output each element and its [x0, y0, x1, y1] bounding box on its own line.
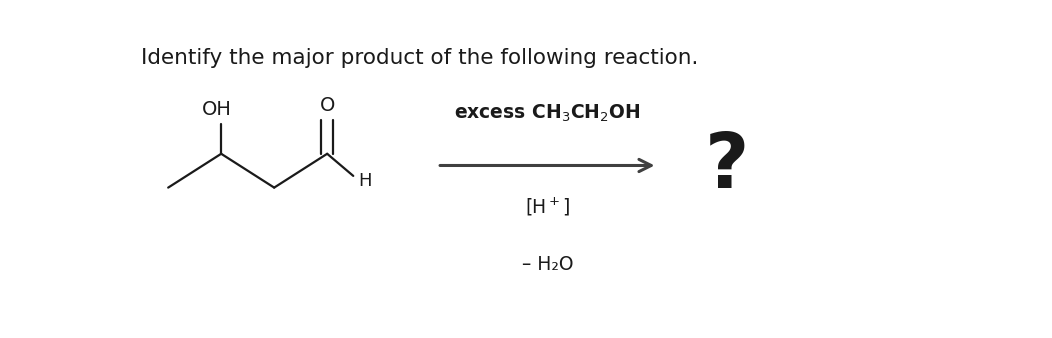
Text: OH: OH [202, 100, 232, 119]
Text: H: H [359, 172, 372, 190]
Text: O: O [320, 96, 335, 115]
Text: ?: ? [705, 130, 749, 204]
Text: Identify the major product of the following reaction.: Identify the major product of the follow… [141, 48, 699, 68]
Text: – H₂O: – H₂O [522, 255, 573, 274]
Text: [H$^+$]: [H$^+$] [525, 196, 570, 218]
Text: excess CH$_3$CH$_2$OH: excess CH$_3$CH$_2$OH [454, 103, 641, 124]
